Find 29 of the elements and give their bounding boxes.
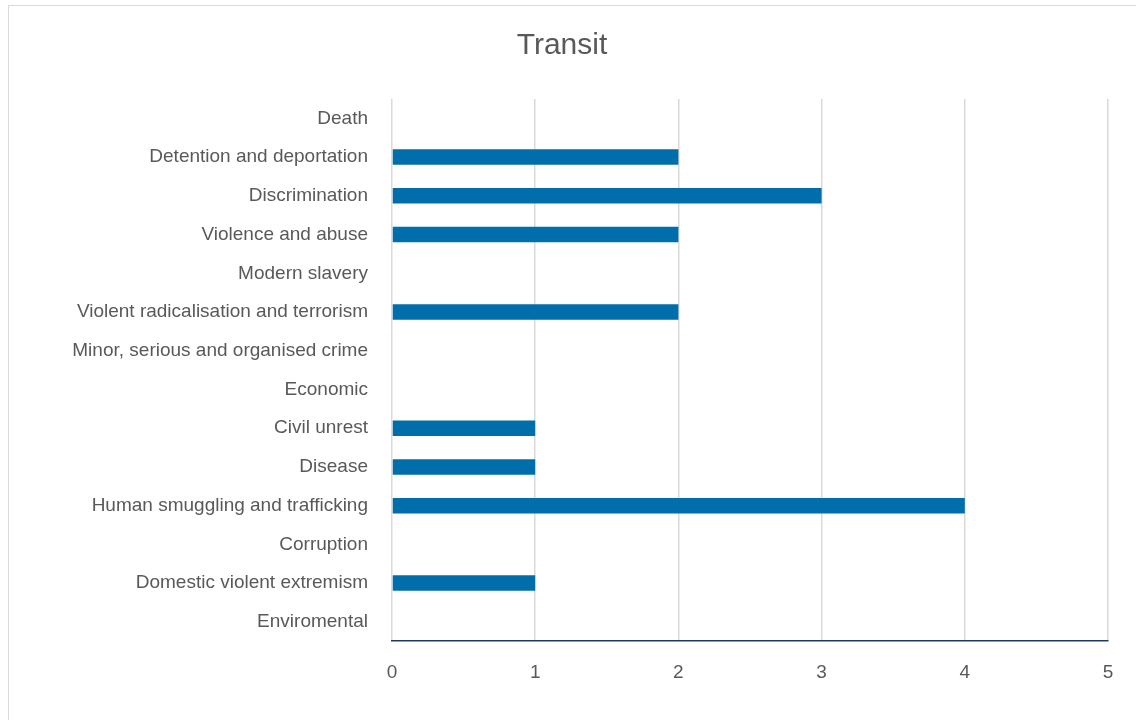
x-tick-label: 2 xyxy=(673,660,684,682)
y-tick-label: Enviromental xyxy=(257,610,368,632)
bar xyxy=(392,420,536,436)
bar xyxy=(392,149,679,165)
y-tick-label: Corruption xyxy=(279,532,368,554)
y-tick-label: Modern slavery xyxy=(238,261,369,283)
bar xyxy=(392,575,536,591)
x-tick-label: 4 xyxy=(959,660,971,682)
bar xyxy=(392,226,679,243)
y-tick-label: Discrimination xyxy=(248,184,368,206)
y-tick-label: Death xyxy=(317,106,368,128)
bar xyxy=(392,188,822,204)
y-tick-label: Detention and deportation xyxy=(149,145,368,167)
bar xyxy=(392,459,536,475)
y-tick-label: Domestic violent extremism xyxy=(135,571,368,593)
y-tick-label: Civil unrest xyxy=(274,416,369,438)
y-tick-label: Violence and abuse xyxy=(201,222,368,244)
y-tick-label: Disease xyxy=(299,455,368,477)
y-tick-label: Violent radicalisation and terrorism xyxy=(76,300,368,322)
y-tick-label: Economic xyxy=(284,377,368,399)
y-tick-label: Minor, serious and organised crime xyxy=(72,338,368,360)
bar xyxy=(392,497,965,514)
bar xyxy=(392,304,679,320)
y-tick-label: Human smuggling and trafficking xyxy=(91,493,368,515)
x-tick-label: 3 xyxy=(816,660,827,682)
x-tick-label: 0 xyxy=(386,660,398,682)
x-tick-label: 1 xyxy=(529,660,541,682)
x-tick-label: 5 xyxy=(1102,660,1114,682)
chart-title: Transit xyxy=(516,27,608,61)
